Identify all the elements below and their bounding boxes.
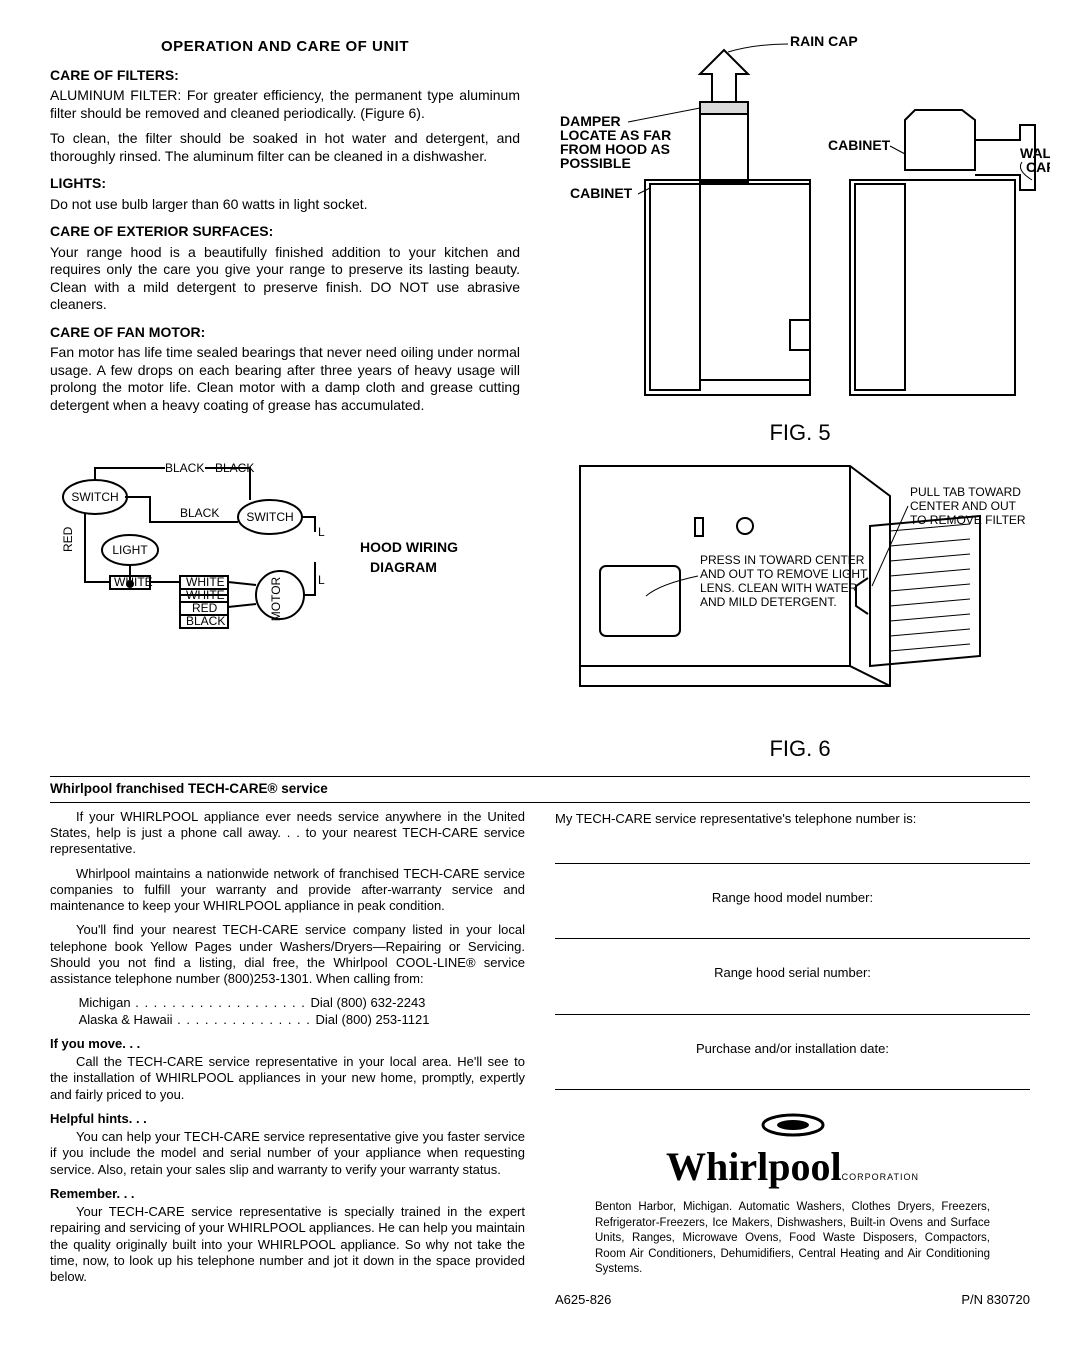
footer: A625-826 P/N 830720 [555, 1292, 1030, 1308]
model-label: Range hood model number: [555, 890, 1030, 906]
wiring-title-1: HOOD WIRING [360, 539, 458, 555]
fig5-cap: CAP [1026, 159, 1050, 175]
wire-label-red: RED [61, 527, 75, 553]
wiring-title-2: DIAGRAM [370, 559, 437, 575]
company-name: Whirlpool [666, 1144, 842, 1189]
wire-label-black3: BLACK [180, 506, 219, 520]
move-p: Call the TECH-CARE service representativ… [50, 1054, 525, 1103]
phone-list: Michigan . . . . . . . . . . . . . . . .… [50, 995, 525, 1028]
l-label-1: L [318, 525, 325, 539]
filters-heading: CARE OF FILTERS: [50, 67, 520, 85]
fig6-pull-1: PULL TAB TOWARD [910, 485, 1021, 499]
fig5-locate-3: POSSIBLE [560, 155, 631, 171]
model-field-line [555, 938, 1030, 939]
right-column: RAIN CAP DAMPER LOCATE AS FAR FROM HOOD … [550, 30, 1050, 762]
wiring-diagram: BLACK BLACK BLACK SWITCH SWITCH LIGHT L … [50, 422, 520, 642]
motor-label: MOTOR [269, 577, 283, 622]
serial-label: Range hood serial number: [555, 965, 1030, 981]
rem-p: Your TECH-CARE service representative is… [50, 1204, 525, 1285]
exterior-heading: CARE OF EXTERIOR SURFACES: [50, 223, 520, 241]
rem-heading: Remember. . . [50, 1186, 525, 1202]
move-heading: If you move. . . [50, 1036, 525, 1052]
fig6-caption: FIG. 6 [550, 735, 1050, 763]
fig6-press-3: LENS. CLEAN WITH WATER [700, 581, 858, 595]
ak-label: Alaska & Hawaii [79, 1012, 173, 1027]
wire-label-red2: RED [192, 601, 218, 615]
svc-p3: You'll find your nearest TECH-CARE servi… [50, 922, 525, 987]
filters-p2: To clean, the filter should be soaked in… [50, 130, 520, 165]
company-address: Benton Harbor, Michigan. Automatic Washe… [595, 1200, 990, 1278]
fig5-diagram: RAIN CAP DAMPER LOCATE AS FAR FROM HOOD … [550, 30, 1050, 410]
switch-label-2: SWITCH [246, 510, 293, 524]
l-label-2: L [318, 573, 325, 587]
fig5-cabinet-l: CABINET [570, 185, 633, 201]
switch-label-1: SWITCH [71, 490, 118, 504]
service-title: Whirlpool franchised TECH-CARE® service [50, 781, 1030, 798]
footer-part: P/N 830720 [961, 1292, 1030, 1308]
date-field-line [555, 1089, 1030, 1090]
filters-p1: ALUMINUM FILTER: For greater efficiency,… [50, 87, 520, 122]
ak-num: Dial (800) 253-1121 [316, 1012, 430, 1027]
mich-label: Michigan [79, 995, 131, 1010]
svc-p1: If your WHIRLPOOL appliance ever needs s… [50, 809, 525, 858]
page-title: OPERATION AND CARE OF UNIT [50, 38, 520, 57]
left-column: OPERATION AND CARE OF UNIT CARE OF FILTE… [50, 30, 520, 762]
motor-heading: CARE OF FAN MOTOR: [50, 324, 520, 342]
wire-label-white3: WHITE [186, 588, 225, 602]
motor-p1: Fan motor has life time sealed bearings … [50, 344, 520, 414]
divider-bottom [50, 802, 1030, 803]
fig6-press-2: AND OUT TO REMOVE LIGHT [700, 567, 868, 581]
exterior-p1: Your range hood is a beautifully finishe… [50, 244, 520, 314]
rep-field-line [555, 863, 1030, 864]
whirlpool-swirl-icon [758, 1112, 828, 1138]
fig5-cabinet-r: CABINET [828, 137, 891, 153]
fig6-pull-3: TO REMOVE FILTER [910, 513, 1026, 527]
footer-code: A625-826 [555, 1292, 611, 1308]
svc-p2: Whirlpool maintains a nationwide network… [50, 866, 525, 915]
wire-label-black: BLACK [165, 461, 204, 475]
wire-label-black2: BLACK [215, 461, 254, 475]
fig5-raincap: RAIN CAP [790, 33, 858, 49]
lights-heading: LIGHTS: [50, 175, 520, 193]
light-label: LIGHT [112, 543, 148, 557]
serial-field-line [555, 1014, 1030, 1015]
fig6-press-1: PRESS IN TOWARD CENTER [700, 553, 865, 567]
top-section: OPERATION AND CARE OF UNIT CARE OF FILTE… [50, 30, 1030, 762]
wire-label-white2: WHITE [186, 575, 225, 589]
date-label: Purchase and/or installation date: [555, 1041, 1030, 1057]
fig6-diagram: PULL TAB TOWARD CENTER AND OUT TO REMOVE… [550, 446, 1050, 726]
hints-heading: Helpful hints. . . [50, 1111, 525, 1127]
hints-p: You can help your TECH-CARE service repr… [50, 1129, 525, 1178]
wire-label-white1: WHITE [114, 575, 153, 589]
fig5-caption: FIG. 5 [550, 419, 1050, 447]
lights-p1: Do not use bulb larger than 60 watts in … [50, 196, 520, 214]
service-right: My TECH-CARE service representative's te… [555, 807, 1030, 1308]
fig6-press-4: AND MILD DETERGENT. [700, 595, 837, 609]
divider-top [50, 776, 1030, 777]
logo-block: WhirlpoolCORPORATION [555, 1112, 1030, 1192]
fig6-pull-2: CENTER AND OUT [910, 499, 1017, 513]
service-left: If your WHIRLPOOL appliance ever needs s… [50, 807, 525, 1308]
mich-num: Dial (800) 632-2243 [311, 995, 426, 1010]
service-section: If your WHIRLPOOL appliance ever needs s… [50, 807, 1030, 1308]
company-sub: CORPORATION [842, 1172, 919, 1182]
wire-label-black4: BLACK [186, 614, 225, 628]
rep-label: My TECH-CARE service representative's te… [555, 811, 1030, 827]
